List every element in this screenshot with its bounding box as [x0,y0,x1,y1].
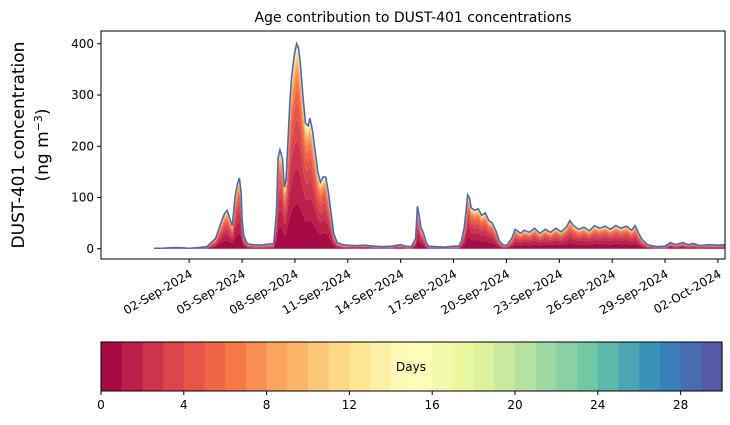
colorbar-bin-11 [328,342,350,391]
y-tick-label: 0 [86,242,94,256]
colorbar-tick-label: 24 [590,398,605,412]
colorbar-label: Days [396,360,426,374]
chart-title: Age contribution to DUST-401 concentrati… [255,10,572,26]
colorbar-frame [100,341,723,392]
colorbar-tick-label: 20 [507,398,522,412]
colorbar-bin-14 [390,342,413,391]
y-tick-label: 300 [71,88,94,102]
colorbar-bin-5 [204,342,226,391]
y-tick-label: 200 [71,139,94,153]
colorbar-bin-29 [701,342,723,391]
colorbar-bin-4 [183,342,206,391]
colorbar-bin-15 [411,342,433,391]
colorbar-bin-24 [597,342,620,391]
age-contribution-areas [153,43,725,249]
y-axis-unit: (ng m [33,131,53,181]
age-band-1-area [153,168,725,249]
age-band-2-area [153,140,725,249]
y-tick-label: 400 [71,37,94,51]
y-tick-label: 100 [71,191,94,205]
colorbar-bin-26 [639,342,661,391]
colorbar-bin-25 [618,342,640,391]
colorbar-bin-1 [121,342,143,391]
colorbar-bin-23 [577,342,599,391]
colorbar-bin-16 [432,342,454,391]
colorbar-bin-28 [680,342,702,391]
colorbar-bin-3 [163,342,185,391]
colorbar-bin-27 [659,342,682,391]
plot-frame [100,30,726,260]
colorbar-bin-9 [287,342,309,391]
colorbar-tick-label: 16 [425,398,440,412]
colorbar-bin-22 [556,342,578,391]
colorbar-bin-8 [266,342,288,391]
age-band-0-area [153,203,725,249]
colorbar-tick-label: 0 [97,398,105,412]
colorbar-tick-label: 4 [180,398,188,412]
y-axis-ticks: 0 100 200 300 400 [71,37,101,256]
colorbar-bin-2 [142,342,164,391]
colorbar-bin-6 [225,342,247,391]
colorbar-bin-12 [349,342,371,391]
colorbar [101,342,723,391]
colorbar-bin-10 [308,342,330,391]
colorbar-ticks: 0 4 8 12 16 20 24 28 [97,391,688,412]
colorbar-tick-label: 8 [263,398,271,412]
colorbar-tick-label: 28 [673,398,688,412]
total-concentration-line [153,41,725,250]
colorbar-bin-7 [245,342,268,391]
colorbar-bin-18 [473,342,495,391]
y-axis-label-line2: (ng m−3) [32,108,54,181]
colorbar-bin-21 [535,342,557,391]
y-axis-unit-exponent: −3 [32,115,45,131]
colorbar-bin-20 [515,342,537,391]
y-axis-label-line1: DUST-401 concentration [9,42,29,249]
colorbar-bin-17 [452,342,475,391]
x-axis-ticks: 02-Sep-202405-Sep-202408-Sep-202411-Sep-… [121,259,724,317]
colorbar-bin-19 [494,342,516,391]
colorbar-bin-0 [101,342,123,391]
colorbar-tick-label: 12 [342,398,357,412]
y-axis-unit-close: ) [33,108,53,115]
colorbar-bin-13 [370,342,392,391]
